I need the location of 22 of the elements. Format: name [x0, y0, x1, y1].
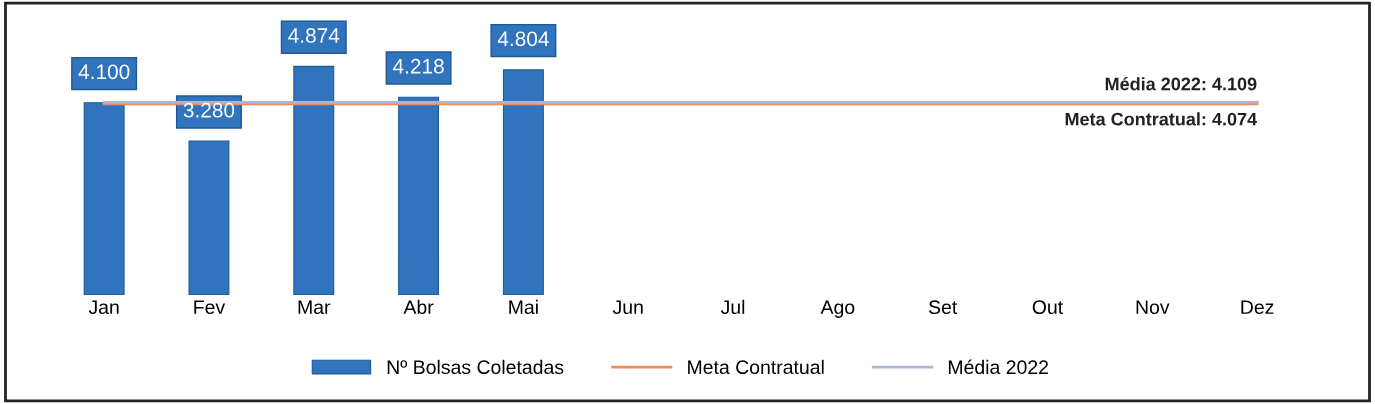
x-tick-label: Fev [194, 300, 226, 315]
x-tick-label: Mar [298, 300, 331, 315]
x-tick-label: Ago [820, 300, 855, 318]
annotation: Meta Contratual: 4.074 [1065, 112, 1258, 126]
x-tick-label: Mai [509, 299, 538, 315]
data-label: 4.100 [78, 64, 130, 80]
x-tick-label: Set [928, 300, 958, 315]
legend-label: Nº Bolsas Coletadas [387, 359, 564, 375]
x-tick-label: Nov [1136, 300, 1170, 315]
x-tick-label: Jul [720, 299, 745, 315]
x-tick-label: Dez [1241, 300, 1274, 315]
data-label: 4.804 [497, 31, 549, 47]
data-label: 4.218 [393, 58, 444, 74]
x-tick-label: Out [1032, 300, 1064, 315]
x-tick-label: Abr [403, 299, 434, 315]
annotation: Média 2022: 4.109 [1105, 76, 1257, 91]
data-label: 3.280 [183, 102, 235, 118]
x-tick-label: Jan [88, 300, 119, 315]
legend-label: Média 2022 [948, 359, 1048, 375]
x-tick-label: Jun [612, 300, 643, 315]
data-label: 4.874 [288, 28, 340, 43]
legend-label: Meta Contratual [688, 359, 824, 375]
